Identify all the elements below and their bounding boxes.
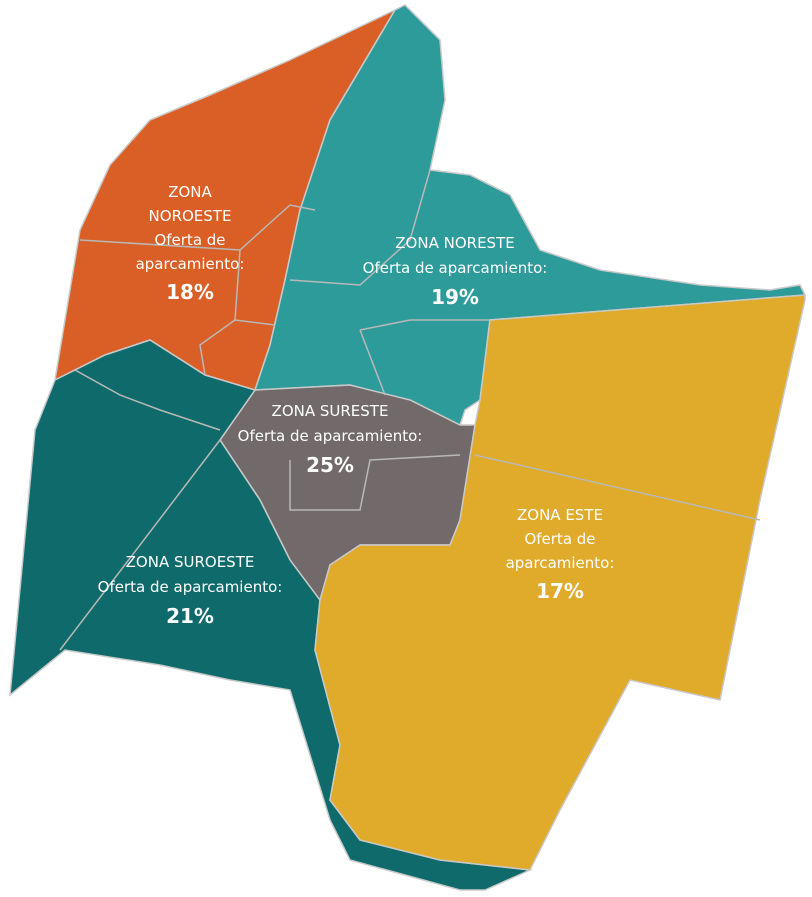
district-line	[74, 369, 221, 431]
zone-label: Oferta de aparcamiento:	[363, 259, 548, 277]
zone-percent: 19%	[431, 285, 479, 309]
zone-label: ZONA SURESTE	[272, 402, 389, 420]
zone-label: ZONA NORESTE	[395, 234, 514, 252]
zone-label: ZONA	[168, 183, 212, 201]
zone-label: Oferta de	[524, 530, 595, 548]
district-line	[474, 454, 761, 521]
district-line	[289, 169, 431, 286]
district-line	[59, 439, 221, 651]
zone-label: Oferta de aparcamiento:	[238, 427, 423, 445]
zone-label: Oferta de	[154, 231, 225, 249]
zone-label: Oferta de aparcamiento:	[98, 578, 283, 596]
district-line	[79, 204, 316, 251]
zone-label: aparcamiento:	[136, 255, 245, 273]
zone-label: ZONA ESTE	[517, 506, 603, 524]
zone-percent: 18%	[166, 280, 214, 304]
district-line	[199, 249, 241, 376]
district-line	[289, 454, 461, 511]
district-line	[359, 329, 386, 396]
district-lines	[59, 169, 761, 651]
district-line	[234, 319, 276, 326]
zone-percent: 17%	[536, 579, 584, 603]
zones	[9, 4, 807, 891]
zone-label: NOROESTE	[149, 207, 232, 225]
zone-label: ZONA SUROESTE	[126, 553, 255, 571]
zone-percent: 21%	[166, 604, 214, 628]
zone-label: aparcamiento:	[506, 554, 615, 572]
zone-labels: ZONA NOROESTE Oferta de aparcamiento: 18% ZON…	[98, 183, 615, 628]
zone-percent: 25%	[306, 453, 354, 477]
zone-este	[314, 294, 806, 871]
district-line	[359, 319, 490, 331]
